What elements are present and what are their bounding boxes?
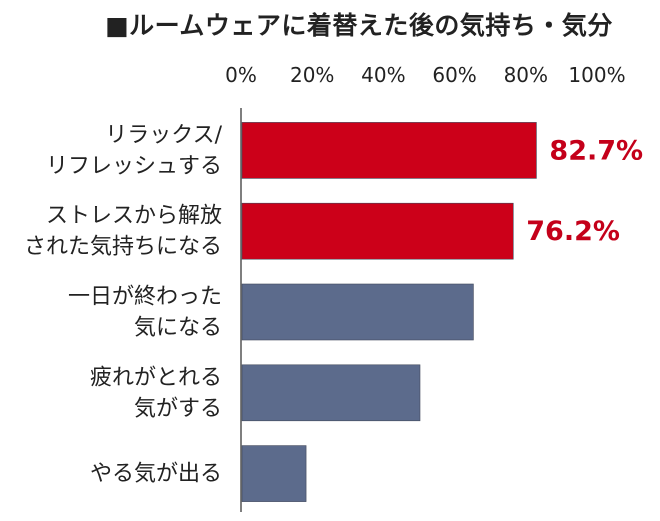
category-label: リフレッシュする	[46, 154, 222, 179]
x-tick-label: 60%	[432, 63, 476, 87]
bar	[241, 364, 421, 422]
x-tick-label: 100%	[568, 63, 625, 87]
category-label: された気持ちになる	[24, 235, 222, 260]
bar	[241, 122, 537, 179]
bar	[241, 445, 307, 502]
bar	[241, 202, 514, 260]
category-label: 疲れがとれる	[90, 365, 222, 390]
category-label: 気がする	[134, 396, 222, 421]
chart-title: ■ルームウェアに着替えた後の気持ち・気分	[105, 11, 613, 40]
data-label: 76.2%	[526, 216, 620, 247]
x-tick-label: 80%	[504, 63, 548, 87]
bar	[241, 283, 474, 341]
category-label: 気になる	[134, 316, 222, 341]
category-label: リラックス/	[105, 123, 222, 148]
x-tick-label: 20%	[290, 63, 334, 87]
category-label: 一日が終わった	[68, 285, 222, 310]
x-tick-label: 40%	[361, 63, 405, 87]
x-tick-label: 0%	[225, 63, 257, 87]
category-label: ストレスから解放	[46, 204, 222, 229]
data-label: 82.7%	[549, 135, 643, 166]
category-label: やる気が出る	[90, 462, 222, 487]
